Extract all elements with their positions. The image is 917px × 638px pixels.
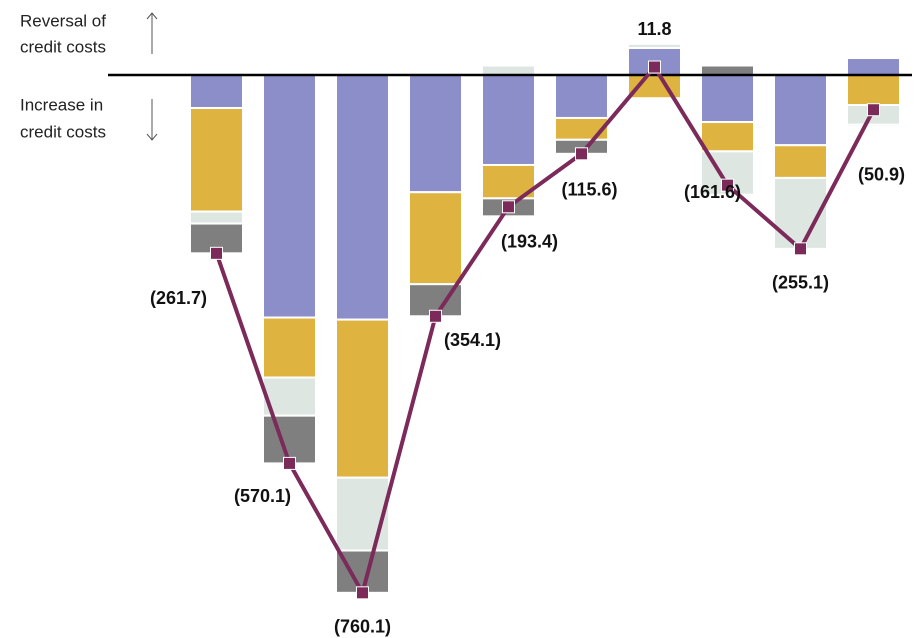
bar-segment — [700, 64, 755, 77]
annotation: credit costs — [20, 37, 106, 56]
total-marker — [867, 103, 880, 117]
bar-segment — [189, 210, 244, 225]
total-marker — [648, 60, 661, 74]
total-marker — [283, 456, 296, 470]
bar-segment — [846, 57, 901, 77]
bar-segment — [408, 74, 463, 194]
bar-segment — [262, 414, 317, 465]
data-label: (50.9) — [858, 164, 905, 184]
data-label: (255.1) — [772, 273, 829, 293]
data-label: (161.6) — [684, 182, 741, 202]
bar-segment — [189, 107, 244, 213]
data-label: (760.1) — [334, 617, 391, 637]
total-marker — [794, 242, 807, 256]
bar-segment — [335, 476, 390, 552]
bar-segment — [481, 64, 536, 77]
bar-segment — [335, 318, 390, 479]
total-marker — [210, 246, 223, 260]
bar-segment — [773, 144, 828, 179]
total-marker — [429, 309, 442, 323]
data-label: (193.4) — [501, 232, 558, 252]
total-marker — [721, 178, 734, 192]
bar-segment — [189, 74, 244, 110]
bar-segment — [262, 316, 317, 379]
data-label: (261.7) — [150, 288, 207, 308]
data-label: (570.1) — [234, 486, 291, 506]
data-label: 11.8 — [637, 19, 671, 39]
data-label: (354.1) — [444, 330, 501, 350]
annotation: Increase in — [20, 95, 103, 114]
bar-segment — [773, 74, 828, 147]
bar-segment — [335, 74, 390, 321]
arrows — [146, 12, 158, 141]
bar-segment — [846, 74, 901, 107]
total-line — [214, 65, 876, 595]
annotation: Reversal of — [20, 11, 106, 30]
total-marker — [356, 586, 369, 600]
bar-segment — [700, 74, 755, 124]
data-label: (115.6) — [561, 180, 617, 200]
bar-segment — [481, 74, 536, 166]
total-marker — [575, 147, 588, 161]
annotation: credit costs — [20, 122, 106, 141]
bar-segment — [627, 42, 682, 49]
bar-segment — [554, 74, 609, 119]
bar-segment — [262, 74, 317, 319]
bar-segment — [700, 121, 755, 153]
total-marker — [502, 200, 515, 214]
bar-segment — [846, 123, 901, 128]
bar-segment — [408, 191, 463, 286]
